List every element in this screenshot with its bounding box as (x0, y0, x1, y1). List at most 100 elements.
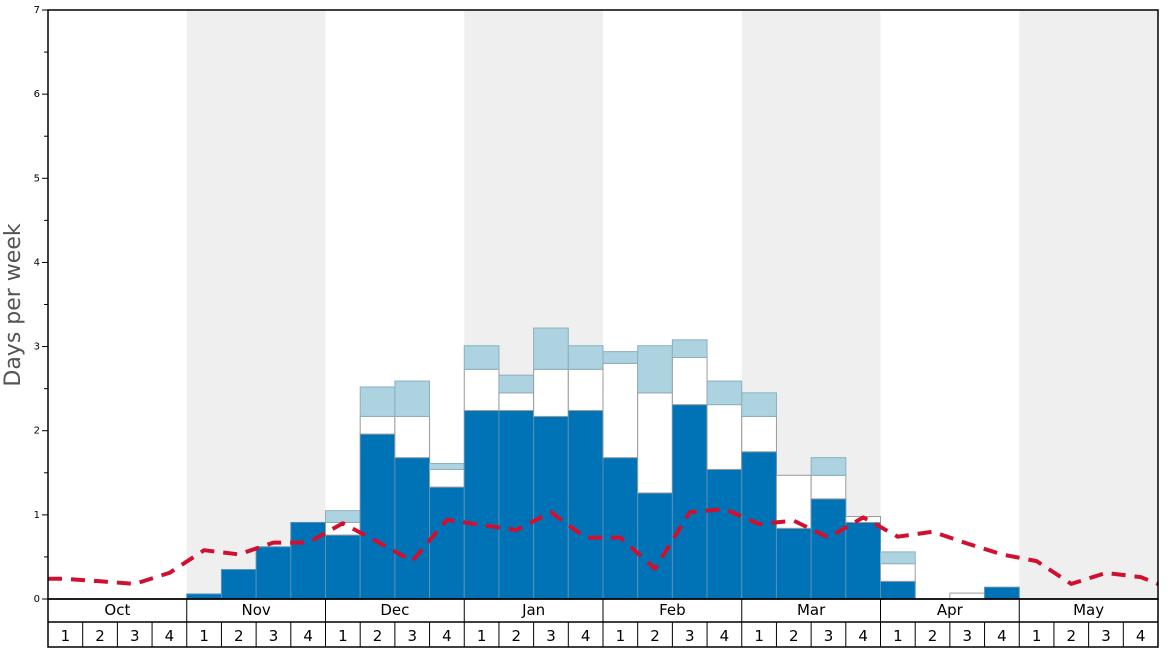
bar-top (325, 510, 361, 523)
week-label: 2 (512, 627, 522, 645)
bar-dark (880, 580, 916, 600)
bars (186, 327, 1020, 600)
bar-light (429, 468, 465, 488)
bar-top (741, 392, 777, 417)
week-label: 2 (789, 627, 799, 645)
bar-light (741, 415, 777, 453)
week-label: 4 (720, 627, 730, 645)
y-tick-label: 0 (34, 594, 40, 605)
week-label: 2 (234, 627, 244, 645)
bar-dark (810, 498, 847, 600)
bar-light (706, 404, 743, 470)
y-tick-label: 3 (34, 342, 40, 353)
month-shade-nov (186, 10, 326, 599)
week-label: 4 (442, 627, 452, 645)
bar-top (567, 345, 604, 370)
month-label: Oct (104, 601, 130, 619)
bar-top (671, 339, 708, 359)
bar-dark (463, 410, 500, 600)
week-label: 3 (546, 627, 556, 645)
week-label: 4 (997, 627, 1007, 645)
month-label: Nov (241, 601, 270, 619)
month-label: Mar (797, 601, 826, 619)
week-label: 1 (893, 627, 903, 645)
bar-light (394, 415, 431, 459)
bar-top (463, 345, 500, 370)
week-label: 3 (1101, 627, 1111, 645)
bar-top (637, 345, 673, 394)
month-shade-may (1019, 10, 1158, 599)
week-label: 3 (407, 627, 417, 645)
bar-light (671, 357, 708, 406)
bar-dark (325, 534, 361, 600)
week-label: 1 (1032, 627, 1042, 645)
x-axis: Oct 1 2 3 4 Nov 1 2 3 4 Dec 1 2 3 4 Jan 1 2 3 4 Feb 1 2 3 4 Mar 1 2… (47, 9, 1159, 648)
bar-dark (429, 486, 465, 600)
week-label: 1 (754, 627, 764, 645)
bar-light (602, 362, 639, 459)
bar-dark (220, 569, 257, 600)
bar-light (949, 592, 986, 600)
week-label: 4 (858, 627, 868, 645)
week-label: 3 (824, 627, 834, 645)
week-label: 2 (373, 627, 383, 645)
bar-top (810, 457, 847, 476)
week-label: 2 (928, 627, 938, 645)
week-label: 2 (650, 627, 660, 645)
week-label: 3 (685, 627, 695, 645)
week-label: 2 (1067, 627, 1077, 645)
y-axis-label: Days per week (1, 223, 26, 386)
y-tick-label: 2 (34, 426, 40, 437)
week-label: 4 (165, 627, 175, 645)
month-label: Jan (521, 601, 545, 619)
month-shading (186, 10, 1158, 599)
bar-top (706, 380, 743, 406)
y-tick-label: 6 (34, 89, 40, 100)
bar-dark (671, 404, 708, 600)
bar-light (775, 474, 812, 529)
week-label: 3 (269, 627, 279, 645)
bar-light (880, 563, 916, 582)
bar-light (533, 368, 569, 417)
bar-dark (533, 415, 569, 600)
bar-light (637, 392, 673, 494)
bar-light (359, 415, 396, 435)
bar-dark (845, 521, 881, 600)
y-axis: 0 1 2 3 4 5 6 7 (34, 5, 48, 605)
y-tick-label: 4 (34, 257, 40, 268)
bar-top (429, 463, 465, 470)
bar-dark (394, 457, 431, 600)
bar-light (567, 368, 604, 412)
bar-dark (602, 457, 639, 600)
month-label: Feb (659, 601, 686, 619)
bar-top (880, 551, 916, 565)
bar-top (498, 374, 535, 394)
bar-dark (567, 410, 604, 600)
bar-top (602, 351, 639, 364)
average-line (48, 507, 1159, 586)
bar-top (359, 386, 396, 417)
week-label: 1 (199, 627, 209, 645)
y-tick-label: 5 (34, 173, 40, 184)
bar-dark (255, 546, 292, 600)
week-label: 4 (303, 627, 313, 645)
bar-light (810, 474, 847, 500)
month-label: Dec (380, 601, 409, 619)
bar-top (394, 380, 431, 417)
y-tick-label: 7 (34, 5, 40, 16)
bar-light (498, 392, 535, 412)
week-label: 1 (477, 627, 487, 645)
week-label: 1 (338, 627, 348, 645)
week-label: 3 (130, 627, 140, 645)
bar-dark (359, 433, 396, 600)
week-label: 4 (581, 627, 591, 645)
trend-line (48, 507, 1159, 586)
bar-light (463, 368, 500, 412)
month-label: May (1073, 601, 1104, 619)
month-label: Apr (937, 601, 964, 619)
bar-top (533, 327, 569, 370)
week-label: 1 (616, 627, 626, 645)
bar-dark (706, 468, 743, 600)
